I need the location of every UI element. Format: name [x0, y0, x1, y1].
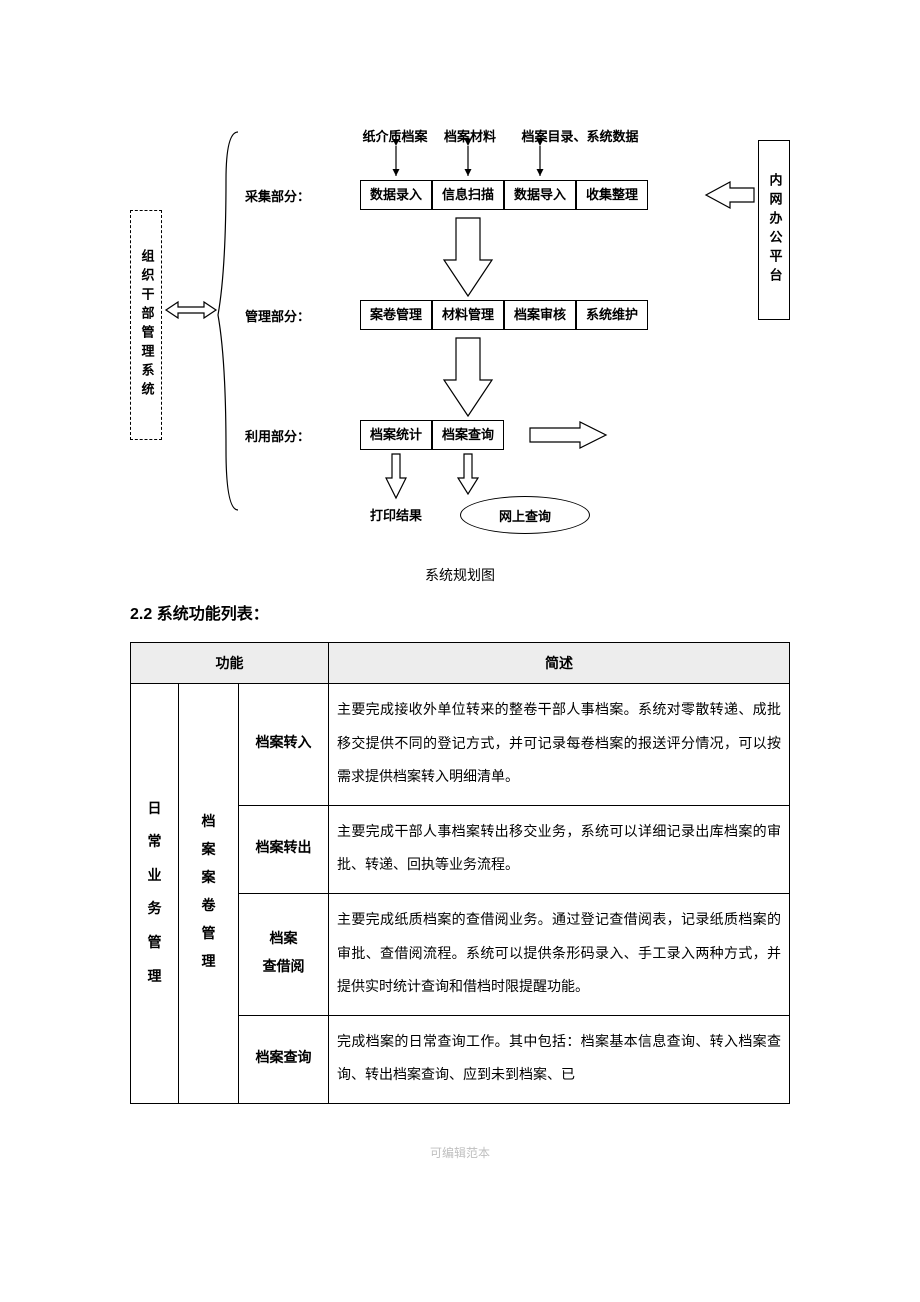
- collect-item-0: 数据录入: [370, 187, 422, 204]
- section-heading: 2.2 系统功能列表：: [130, 600, 790, 624]
- function-table: 功能 简述 日常业务管理 档案案卷管理 档案转入 主要完成接收外单位转来的整卷干…: [130, 642, 790, 1104]
- use-box-1: 档案查询: [432, 420, 504, 450]
- table-header-row: 功能 简述: [131, 643, 790, 684]
- system-diagram: 组织干部管理系统 内网办公平台 纸介质档案 档案材料 档案目录、系统数据 采集部…: [130, 110, 790, 570]
- collect-box-0: 数据录入: [360, 180, 432, 210]
- fn-desc-0: 主要完成接收外单位转来的整卷干部人事档案。系统对零散转递、成批移交提供不同的登记…: [329, 684, 790, 806]
- manage-box-0: 案卷管理: [360, 300, 432, 330]
- right-system-label: 内网办公平台: [766, 173, 783, 287]
- table-row: 日常业务管理 档案案卷管理 档案转入 主要完成接收外单位转来的整卷干部人事档案。…: [131, 684, 790, 806]
- manage-item-3: 系统维护: [586, 307, 638, 324]
- right-system-box: 内网办公平台: [758, 140, 790, 320]
- fn-desc-3: 完成档案的日常查询工作。其中包括：档案基本信息查询、转入档案查询、转出档案查询、…: [329, 1015, 790, 1103]
- th-function: 功能: [131, 643, 329, 684]
- fn-name-0: 档案转入: [239, 684, 329, 806]
- left-system-box: 组织干部管理系统: [130, 210, 162, 440]
- collect-box-1: 信息扫描: [432, 180, 504, 210]
- use-item-0: 档案统计: [370, 427, 422, 444]
- left-system-label: 组织干部管理系统: [138, 249, 155, 401]
- fn-name-2: 档案查借阅: [239, 893, 329, 1015]
- use-box-0: 档案统计: [360, 420, 432, 450]
- diagram-arrows: [130, 110, 790, 570]
- col-level1: 日常业务管理: [131, 684, 179, 1104]
- section-manage-label: 管理部分：: [245, 306, 310, 325]
- page-footer: 可编辑范本: [130, 1144, 790, 1161]
- online-query-label: 网上查询: [499, 506, 551, 525]
- collect-item-1: 信息扫描: [442, 187, 494, 204]
- top-label-1: 档案材料: [435, 126, 505, 145]
- th-desc: 简述: [329, 643, 790, 684]
- top-label-2: 档案目录、系统数据: [505, 126, 655, 145]
- online-query-ellipse: 网上查询: [460, 496, 590, 534]
- collect-item-2: 数据导入: [514, 187, 566, 204]
- use-item-1: 档案查询: [442, 427, 494, 444]
- manage-box-1: 材料管理: [432, 300, 504, 330]
- manage-box-3: 系统维护: [576, 300, 648, 330]
- col-level2: 档案案卷管理: [179, 684, 239, 1104]
- fn-desc-1: 主要完成干部人事档案转出移交业务，系统可以详细记录出库档案的审批、转递、回执等业…: [329, 805, 790, 893]
- col-level1-text: 日常业务管理: [148, 802, 162, 985]
- fn-name-3: 档案查询: [239, 1015, 329, 1103]
- fn-name-1: 档案转出: [239, 805, 329, 893]
- page: 组织干部管理系统 内网办公平台 纸介质档案 档案材料 档案目录、系统数据 采集部…: [0, 0, 920, 1221]
- top-label-0: 纸介质档案: [355, 126, 435, 145]
- print-result-label: 打印结果: [360, 505, 432, 524]
- manage-box-2: 档案审核: [504, 300, 576, 330]
- collect-box-3: 收集整理: [576, 180, 648, 210]
- collect-box-2: 数据导入: [504, 180, 576, 210]
- manage-item-2: 档案审核: [514, 307, 566, 324]
- col-level2-text: 档案案卷管理: [202, 815, 216, 970]
- section-use-label: 利用部分：: [245, 426, 310, 445]
- manage-item-1: 材料管理: [442, 307, 494, 324]
- collect-item-3: 收集整理: [586, 187, 638, 204]
- section-collect-label: 采集部分：: [245, 186, 310, 205]
- diagram-caption: 系统规划图: [130, 565, 790, 585]
- manage-item-0: 案卷管理: [370, 307, 422, 324]
- fn-desc-2: 主要完成纸质档案的查借阅业务。通过登记查借阅表，记录纸质档案的审批、查借阅流程。…: [329, 893, 790, 1015]
